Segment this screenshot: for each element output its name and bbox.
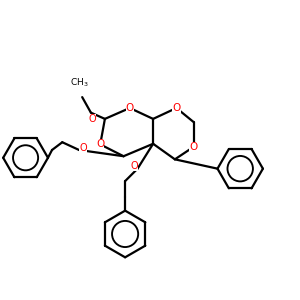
Text: O: O — [172, 103, 181, 113]
Text: O: O — [88, 114, 96, 124]
Text: O: O — [96, 140, 104, 149]
Text: O: O — [126, 103, 134, 113]
Text: O: O — [130, 161, 138, 171]
Text: O: O — [189, 142, 198, 152]
Text: CH$_3$: CH$_3$ — [70, 77, 88, 89]
Text: O: O — [79, 143, 87, 153]
